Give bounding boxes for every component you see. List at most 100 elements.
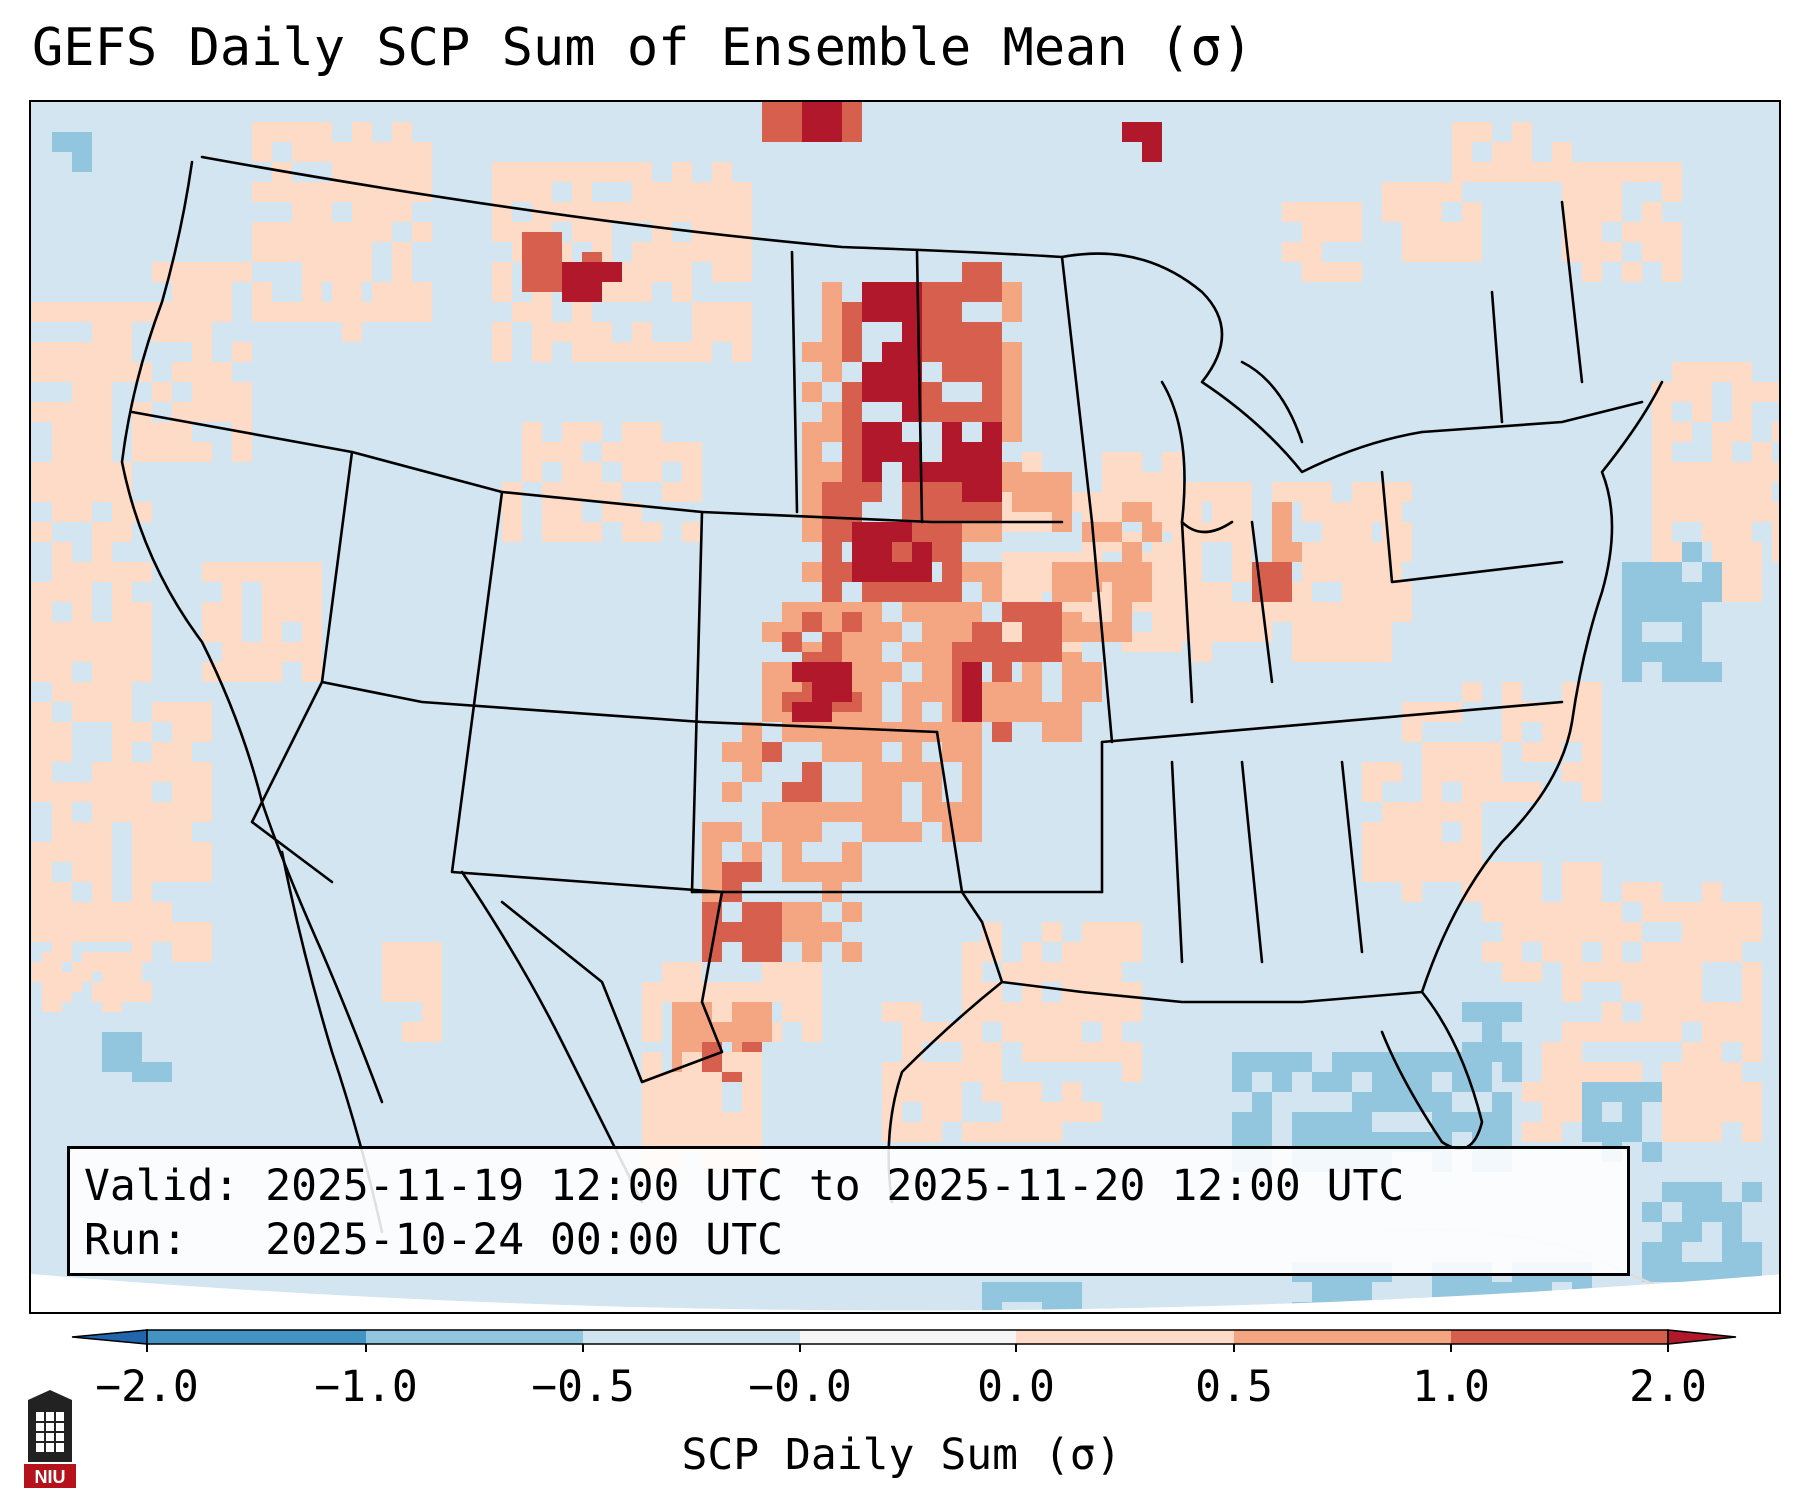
field-cell bbox=[1232, 542, 1252, 562]
field-cell bbox=[1702, 902, 1722, 922]
field-cell bbox=[52, 132, 72, 152]
field-cell bbox=[412, 282, 432, 302]
field-cell bbox=[1682, 622, 1702, 642]
field-cell bbox=[1742, 1042, 1762, 1062]
field-cell bbox=[642, 1092, 662, 1112]
field-cell bbox=[1722, 522, 1742, 542]
field-cell bbox=[372, 222, 392, 242]
field-cell bbox=[1742, 902, 1762, 922]
field-cell bbox=[382, 982, 402, 1002]
field-cell bbox=[1212, 482, 1232, 502]
field-cell bbox=[1622, 1022, 1642, 1042]
field-cell bbox=[1432, 1092, 1452, 1112]
field-cell bbox=[982, 1002, 1002, 1022]
field-cell bbox=[1052, 582, 1072, 602]
field-cell bbox=[672, 182, 692, 202]
field-cell bbox=[1492, 1112, 1512, 1132]
field-cell bbox=[582, 422, 602, 442]
field-cell bbox=[842, 722, 862, 742]
field-cell bbox=[1732, 482, 1752, 502]
field-cell bbox=[412, 162, 432, 182]
border-line bbox=[690, 510, 704, 894]
field-cell bbox=[682, 1092, 702, 1112]
field-cell bbox=[862, 662, 882, 682]
field-cell bbox=[692, 302, 712, 322]
field-cell bbox=[262, 562, 282, 582]
field-cell bbox=[1152, 602, 1172, 622]
field-cell bbox=[1712, 462, 1732, 482]
field-cell bbox=[192, 442, 212, 462]
field-cell bbox=[92, 642, 112, 662]
field-cell bbox=[492, 162, 512, 182]
field-cell bbox=[132, 762, 152, 782]
field-cell bbox=[722, 1052, 742, 1072]
field-cell bbox=[212, 262, 232, 282]
field-cell bbox=[92, 382, 112, 402]
field-cell bbox=[1582, 1022, 1602, 1042]
field-cell bbox=[1312, 602, 1332, 622]
field-cell bbox=[632, 182, 652, 202]
field-cell bbox=[1682, 962, 1702, 982]
field-cell bbox=[1322, 222, 1342, 242]
field-cell bbox=[1272, 1052, 1292, 1072]
field-cell bbox=[1722, 502, 1742, 522]
field-cell bbox=[882, 802, 902, 822]
field-cell bbox=[1232, 562, 1252, 582]
field-cell bbox=[1422, 782, 1442, 802]
field-cell bbox=[1452, 142, 1472, 162]
field-cell bbox=[862, 422, 882, 442]
field-cell bbox=[112, 902, 132, 922]
field-cell bbox=[262, 582, 282, 602]
field-cell bbox=[922, 1062, 942, 1082]
field-cell bbox=[1042, 1102, 1062, 1122]
field-cell bbox=[302, 662, 322, 682]
field-cell bbox=[742, 902, 762, 922]
field-cell bbox=[72, 422, 92, 442]
field-cell bbox=[1192, 482, 1212, 502]
field-cell bbox=[742, 722, 762, 742]
field-cell bbox=[1642, 902, 1662, 922]
field-cell bbox=[622, 422, 642, 442]
field-cell bbox=[32, 622, 52, 642]
field-cell bbox=[1172, 562, 1192, 582]
field-cell bbox=[562, 482, 582, 502]
colorbar bbox=[71, 1329, 1737, 1352]
field-cell bbox=[1662, 1222, 1682, 1242]
field-cell bbox=[522, 252, 542, 272]
field-cell bbox=[1722, 1242, 1742, 1262]
field-cell bbox=[802, 462, 822, 482]
field-cell bbox=[1672, 422, 1692, 442]
field-cell bbox=[242, 642, 262, 662]
field-cell bbox=[32, 342, 52, 362]
field-cell bbox=[72, 482, 92, 502]
field-cell bbox=[1682, 1182, 1702, 1202]
field-cell bbox=[882, 1122, 902, 1142]
field-cell bbox=[842, 482, 862, 502]
field-cell bbox=[1462, 782, 1482, 802]
field-cell bbox=[902, 762, 922, 782]
field-cell bbox=[682, 522, 702, 542]
field-cell bbox=[782, 102, 802, 122]
field-cell bbox=[822, 282, 842, 302]
field-cell bbox=[802, 782, 822, 802]
field-cell bbox=[1702, 582, 1722, 602]
field-cell bbox=[1522, 962, 1542, 982]
field-cell bbox=[152, 322, 172, 342]
field-cell bbox=[1582, 162, 1602, 182]
field-cell bbox=[1352, 482, 1372, 502]
field-cell bbox=[1372, 482, 1392, 502]
field-cell bbox=[962, 662, 982, 682]
field-cell bbox=[1442, 242, 1462, 262]
field-cell bbox=[1662, 1242, 1682, 1262]
field-cell bbox=[172, 302, 192, 322]
field-cell bbox=[1022, 1042, 1042, 1062]
field-cell bbox=[602, 502, 622, 522]
field-cell bbox=[1522, 882, 1542, 902]
field-cell bbox=[1642, 1082, 1662, 1102]
field-cell bbox=[532, 302, 552, 322]
field-cell bbox=[1502, 942, 1522, 962]
field-cell bbox=[52, 682, 72, 702]
field-cell bbox=[542, 252, 562, 272]
field-cell bbox=[1722, 1062, 1742, 1082]
field-cell bbox=[902, 1022, 922, 1042]
